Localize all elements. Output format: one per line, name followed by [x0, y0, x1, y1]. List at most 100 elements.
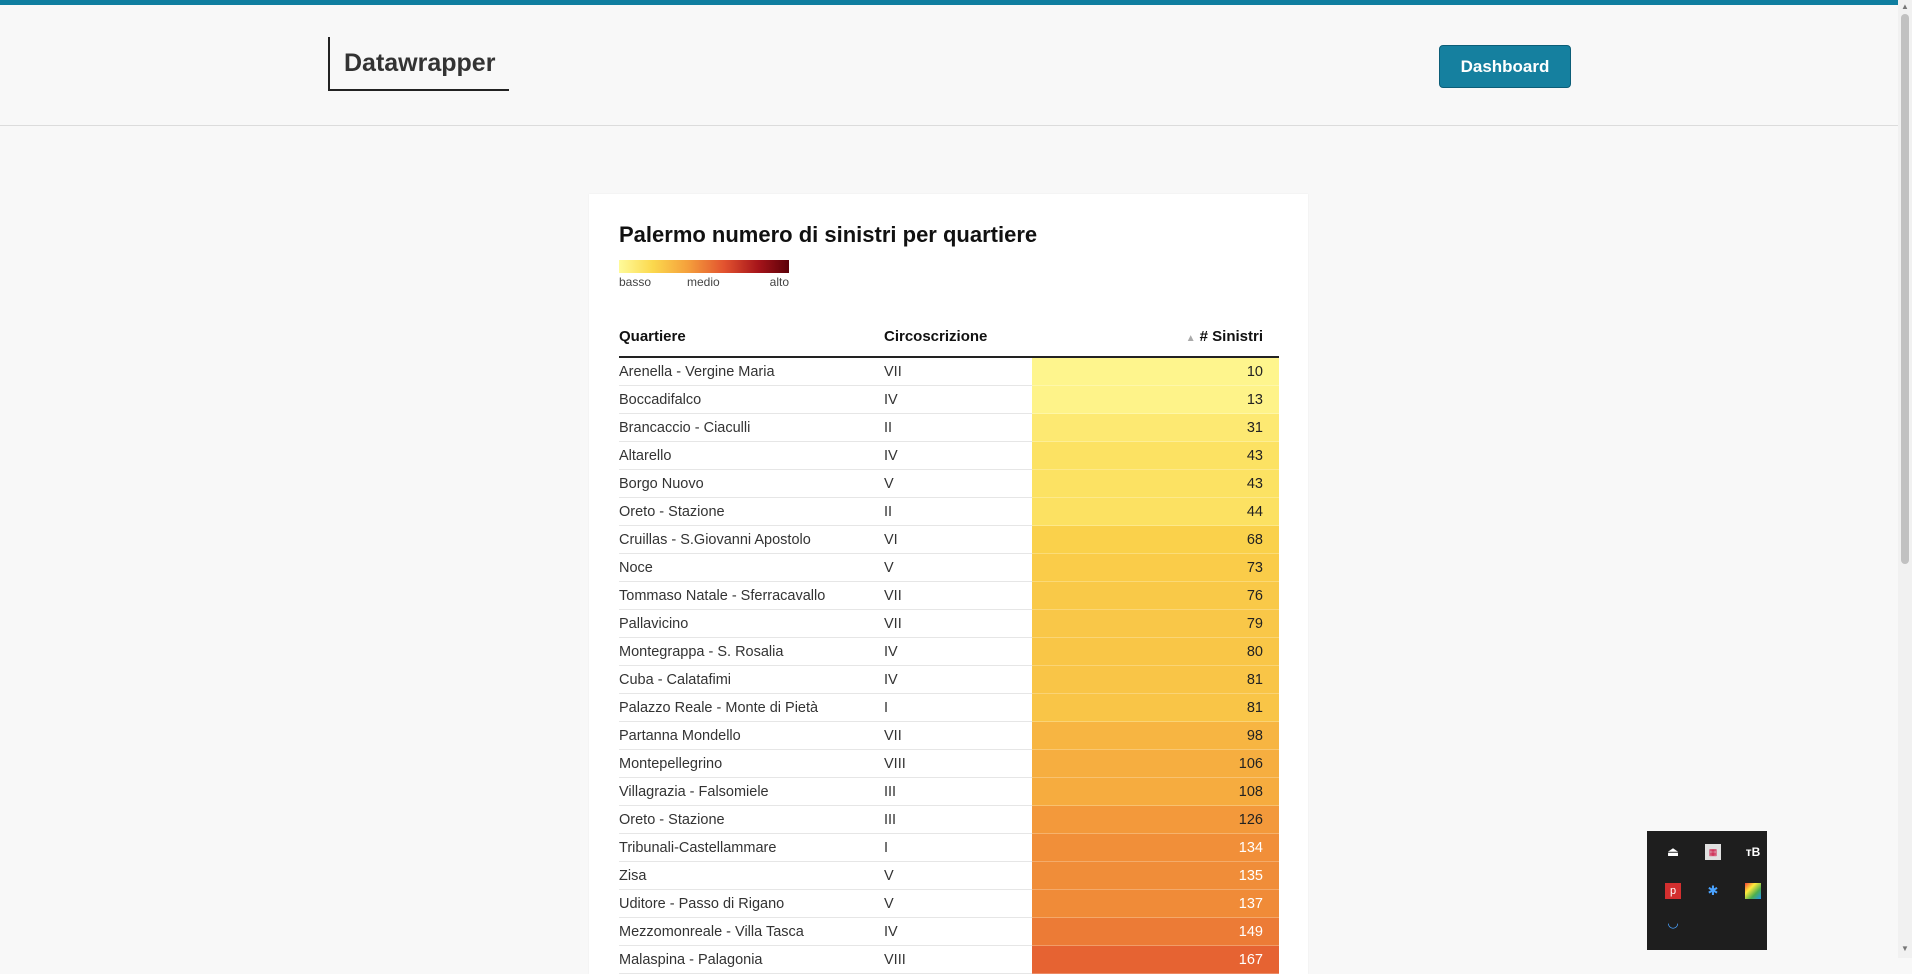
cell-quartiere: Brancaccio - Ciaculli: [619, 413, 884, 442]
table-row: Cuba - Calatafimi IV 81: [619, 665, 1279, 694]
cell-quartiere: Zisa: [619, 861, 884, 890]
cell-quartiere: Montegrappa - S. Rosalia: [619, 637, 884, 666]
cell-circoscrizione: V: [884, 469, 1032, 498]
cell-sinistri: 135: [1032, 861, 1279, 890]
column-header-circoscrizione[interactable]: Circoscrizione: [884, 316, 1032, 358]
legend-high-label: alto: [769, 275, 789, 289]
cell-circoscrizione: V: [884, 553, 1032, 582]
cell-quartiere: Cruillas - S.Giovanni Apostolo: [619, 525, 884, 554]
system-tray-popup: ⏏ ▦ ᴛB p ✱ ◡: [1647, 831, 1767, 950]
chart-title: Palermo numero di sinistri per quartiere: [619, 222, 1038, 247]
cell-circoscrizione: VII: [884, 357, 1032, 386]
data-table: Quartiere Circoscrizione ▲ # Sinistri Are…: [619, 316, 1279, 974]
scroll-up-icon[interactable]: ▲: [1901, 2, 1909, 11]
cell-quartiere: Malaspina - Palagonia: [619, 945, 884, 974]
cell-quartiere: Oreto - Stazione: [619, 805, 884, 834]
table-row: Montegrappa - S. Rosalia IV 80: [619, 637, 1279, 666]
table-row: Borgo Nuovo V 43: [619, 469, 1279, 498]
cell-sinistri: 137: [1032, 889, 1279, 918]
cell-circoscrizione: VII: [884, 609, 1032, 638]
cell-sinistri: 73: [1032, 553, 1279, 582]
cell-quartiere: Noce: [619, 553, 884, 582]
table-row: Malaspina - Palagonia VIII 167: [619, 945, 1279, 974]
cell-sinistri: 43: [1032, 469, 1279, 498]
column-header-sinistri-label: # Sinistri: [1199, 327, 1263, 345]
site-header: Datawrapper Dashboard: [0, 5, 1898, 126]
column-header-quartiere[interactable]: Quartiere: [619, 316, 884, 358]
table-row: Altarello IV 43: [619, 441, 1279, 470]
bluetooth-icon[interactable]: ✱: [1707, 883, 1719, 898]
cell-circoscrizione: IV: [884, 441, 1032, 470]
cell-sinistri: 44: [1032, 497, 1279, 526]
cell-circoscrizione: IV: [884, 665, 1032, 694]
cell-sinistri: 43: [1032, 441, 1279, 470]
table-row: Oreto - Stazione II 44: [619, 497, 1279, 526]
cell-sinistri: 79: [1032, 609, 1279, 638]
dashboard-button[interactable]: Dashboard: [1439, 45, 1571, 88]
legend-low-label: basso: [619, 275, 652, 289]
cell-sinistri: 81: [1032, 693, 1279, 722]
table-body: Arenella - Vergine Maria VII 10 Boccadifalc…: [619, 357, 1279, 974]
cell-sinistri: 98: [1032, 721, 1279, 750]
cell-circoscrizione: IV: [884, 637, 1032, 666]
table-row: Tommaso Natale - Sferracavallo VII 76: [619, 581, 1279, 610]
cell-sinistri: 76: [1032, 581, 1279, 610]
color-legend-bar: [619, 260, 789, 273]
cell-sinistri: 149: [1032, 917, 1279, 946]
usb-icon[interactable]: ⏏: [1666, 844, 1680, 859]
datawrapper-logo[interactable]: Datawrapper: [328, 37, 510, 91]
cell-sinistri: 126: [1032, 805, 1279, 834]
cell-quartiere: Boccadifalco: [619, 385, 884, 414]
table-row: Pallavicino VII 79: [619, 609, 1279, 638]
scroll-thumb[interactable]: [1901, 14, 1909, 564]
table-row: Oreto - Stazione III 126: [619, 805, 1279, 834]
cell-sinistri: 80: [1032, 637, 1279, 666]
table-row: Tribunali-Castellammare I 134: [619, 833, 1279, 862]
cell-quartiere: Tribunali-Castellammare: [619, 833, 884, 862]
cell-quartiere: Mezzomonreale - Villa Tasca: [619, 917, 884, 946]
cell-circoscrizione: III: [884, 777, 1032, 806]
cell-circoscrizione: VIII: [884, 749, 1032, 778]
cup-icon[interactable]: ◡: [1667, 915, 1679, 930]
cell-circoscrizione: VIII: [884, 945, 1032, 974]
cell-circoscrizione: V: [884, 861, 1032, 890]
cell-quartiere: Borgo Nuovo: [619, 469, 884, 498]
table-row: Villagrazia - Falsomiele III 108: [619, 777, 1279, 806]
sort-ascending-icon[interactable]: ▲: [1185, 332, 1196, 344]
cell-sinistri: 134: [1032, 833, 1279, 862]
chart-card: Palermo numero di sinistri per quartiere…: [589, 194, 1308, 974]
cell-quartiere: Cuba - Calatafimi: [619, 665, 884, 694]
cell-quartiere: Villagrazia - Falsomiele: [619, 777, 884, 806]
cell-sinistri: 81: [1032, 665, 1279, 694]
cell-sinistri: 108: [1032, 777, 1279, 806]
scroll-down-icon[interactable]: ▼: [1901, 944, 1909, 953]
cell-sinistri: 10: [1032, 357, 1279, 386]
cell-sinistri: 167: [1032, 945, 1279, 974]
cell-circoscrizione: VI: [884, 525, 1032, 554]
cell-quartiere: Pallavicino: [619, 609, 884, 638]
table-header-row: Quartiere Circoscrizione ▲ # Sinistri: [619, 316, 1279, 358]
cell-circoscrizione: III: [884, 805, 1032, 834]
column-header-sinistri[interactable]: ▲ # Sinistri: [1032, 316, 1279, 358]
top-accent-bar: [0, 0, 1912, 5]
table-row: Palazzo Reale - Monte di Pietà I 81: [619, 693, 1279, 722]
cell-quartiere: Altarello: [619, 441, 884, 470]
cell-quartiere: Partanna Mondello: [619, 721, 884, 750]
table-row: Brancaccio - Ciaculli II 31: [619, 413, 1279, 442]
cell-quartiere: Arenella - Vergine Maria: [619, 357, 884, 386]
cell-circoscrizione: II: [884, 497, 1032, 526]
cell-circoscrizione: I: [884, 833, 1032, 862]
page-scrollbar[interactable]: ▲ ▼: [1898, 0, 1912, 958]
cell-circoscrizione: V: [884, 889, 1032, 918]
app-icon[interactable]: ▦: [1705, 844, 1721, 860]
table-row: Arenella - Vergine Maria VII 10: [619, 357, 1279, 386]
color-icon[interactable]: [1745, 883, 1761, 899]
tb-icon[interactable]: ᴛB: [1745, 845, 1761, 859]
table-row: Mezzomonreale - Villa Tasca IV 149: [619, 917, 1279, 946]
table-row: Zisa V 135: [619, 861, 1279, 890]
legend-mid-label: medio: [687, 275, 720, 289]
p-icon[interactable]: p: [1665, 883, 1681, 899]
table-row: Noce V 73: [619, 553, 1279, 582]
cell-sinistri: 13: [1032, 385, 1279, 414]
cell-circoscrizione: VII: [884, 721, 1032, 750]
